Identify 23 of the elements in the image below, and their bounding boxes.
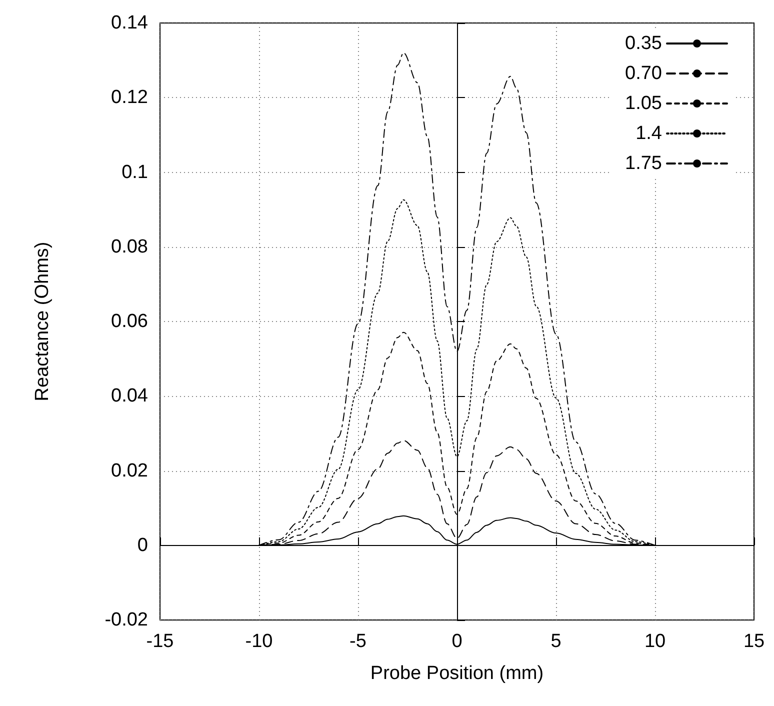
x-tick-label: -5 bbox=[350, 631, 366, 652]
y-tick-label: -0.02 bbox=[104, 610, 148, 630]
y-tick-label: 0.08 bbox=[111, 236, 148, 258]
legend-label: 0.35 bbox=[625, 33, 662, 54]
legend-label: 1.75 bbox=[625, 153, 662, 174]
x-axis-title: Probe Position (mm) bbox=[370, 663, 544, 684]
y-tick-label: 0.12 bbox=[111, 87, 148, 108]
y-tick-label: 0 bbox=[137, 534, 148, 556]
legend-label: 0.70 bbox=[625, 63, 662, 84]
y-tick-label: 0.04 bbox=[111, 386, 148, 407]
x-tick-label: 5 bbox=[550, 631, 562, 652]
legend-label: 1.05 bbox=[625, 93, 662, 114]
x-tick-label: 0 bbox=[452, 631, 462, 652]
x-tick-label: -10 bbox=[245, 631, 273, 652]
y-axis-title: Reactance (Ohms) bbox=[32, 242, 53, 402]
y-tick-label: 0.1 bbox=[122, 162, 148, 183]
x-tick-label: -15 bbox=[146, 631, 174, 652]
y-tick-label: 0.06 bbox=[111, 311, 148, 332]
y-tick-label: 0.02 bbox=[111, 460, 148, 482]
legend-label: 1.4 bbox=[636, 123, 662, 144]
x-tick-label: 10 bbox=[644, 631, 666, 652]
y-tick-label: 0.14 bbox=[111, 12, 148, 34]
x-tick-label: 15 bbox=[743, 631, 765, 652]
